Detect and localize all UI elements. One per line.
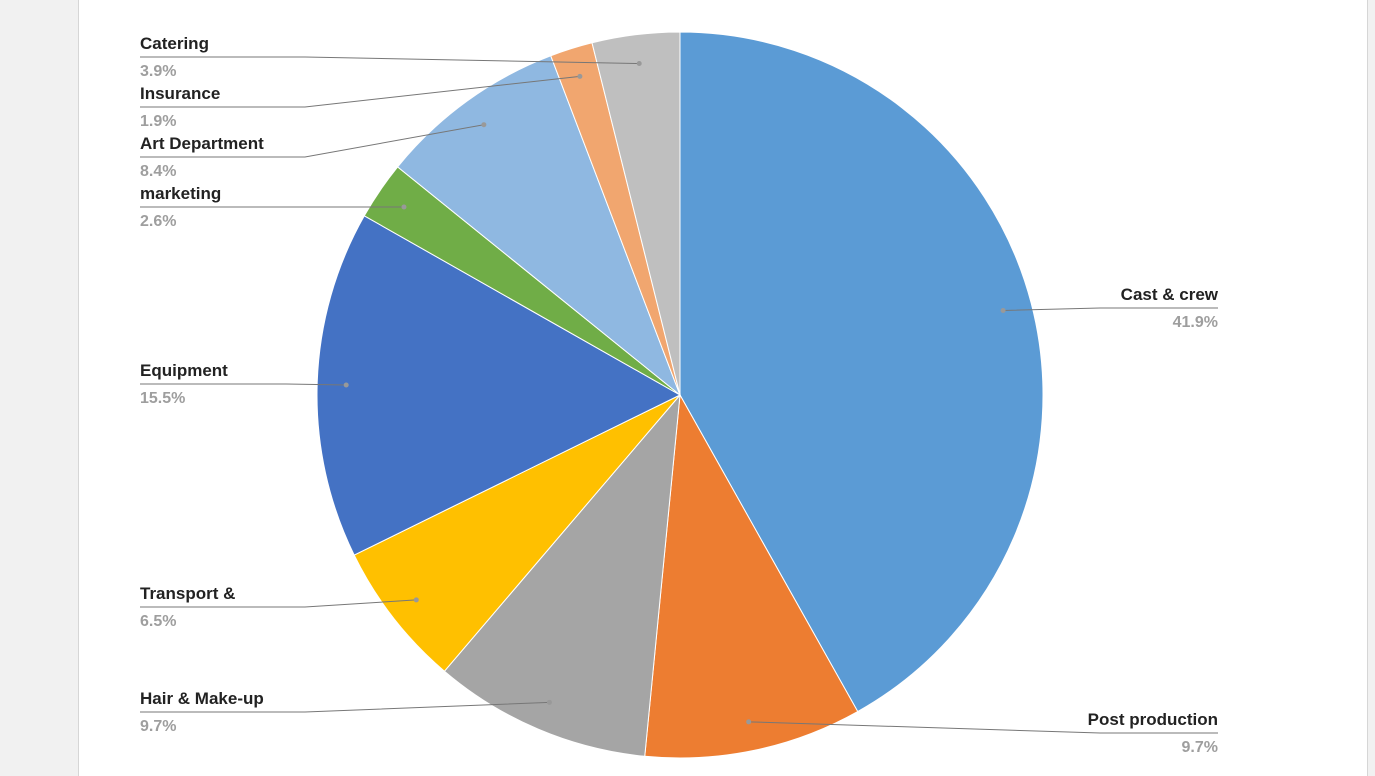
- slice-label: marketing: [140, 184, 221, 203]
- slice-label: Cast & crew: [1121, 285, 1219, 304]
- slice-label: Equipment: [140, 361, 228, 380]
- leader-dot: [481, 122, 487, 128]
- leader-line: [140, 124, 484, 158]
- leader-dot: [413, 597, 419, 603]
- slice-label: Insurance: [140, 84, 220, 103]
- pie-slice: [353, 394, 681, 672]
- pie-slice: [644, 393, 859, 759]
- slice-value-label: 6.5%: [140, 613, 176, 630]
- pie-slice: [591, 31, 681, 396]
- leader-line: [140, 56, 640, 65]
- leader-dot: [746, 719, 752, 725]
- leader-dot: [577, 73, 583, 79]
- leader-line: [140, 75, 580, 108]
- slice-value-label: 15.5%: [140, 390, 185, 407]
- slice-value-label: 1.9%: [140, 113, 176, 130]
- pie-slice: [679, 31, 1044, 713]
- slice-value-label: 9.7%: [1182, 739, 1218, 756]
- leader-line: [140, 701, 550, 713]
- leader-line: [1003, 307, 1218, 312]
- leader-dot: [401, 204, 407, 210]
- slice-label: Art Department: [140, 134, 264, 153]
- leader-dot: [636, 61, 642, 67]
- slice-value-label: 3.9%: [140, 63, 176, 80]
- slice-value-label: 2.6%: [140, 213, 176, 230]
- pie-slice: [396, 55, 682, 397]
- slice-label: Hair & Make-up: [140, 689, 264, 708]
- leader-line: [140, 599, 417, 608]
- slice-value-label: 8.4%: [140, 163, 176, 180]
- leader-dot: [1000, 308, 1006, 314]
- slice-label: Transport &: [140, 584, 235, 603]
- slice-label: Post production: [1088, 710, 1218, 729]
- leader-line: [748, 721, 1218, 734]
- slice-value-label: 9.7%: [140, 718, 176, 735]
- leader-dot: [343, 382, 349, 388]
- leader-line: [140, 383, 347, 386]
- leader-dot: [546, 699, 552, 705]
- pie-slice: [443, 393, 681, 757]
- slice-label: Catering: [140, 34, 209, 53]
- slice-value-label: 41.9%: [1173, 314, 1218, 331]
